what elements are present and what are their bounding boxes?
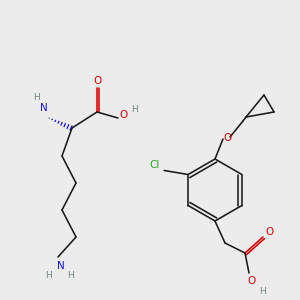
Text: H: H: [260, 286, 266, 296]
Text: O: O: [119, 110, 127, 120]
Text: N: N: [40, 103, 48, 113]
Text: O: O: [247, 276, 255, 286]
Text: H: H: [68, 272, 74, 280]
Text: O: O: [93, 76, 101, 86]
Text: O: O: [224, 133, 232, 143]
Text: O: O: [266, 227, 274, 237]
Text: H: H: [33, 94, 39, 103]
Text: H: H: [46, 272, 52, 280]
Text: Cl: Cl: [149, 160, 159, 170]
Text: H: H: [132, 104, 138, 113]
Text: N: N: [57, 261, 65, 271]
